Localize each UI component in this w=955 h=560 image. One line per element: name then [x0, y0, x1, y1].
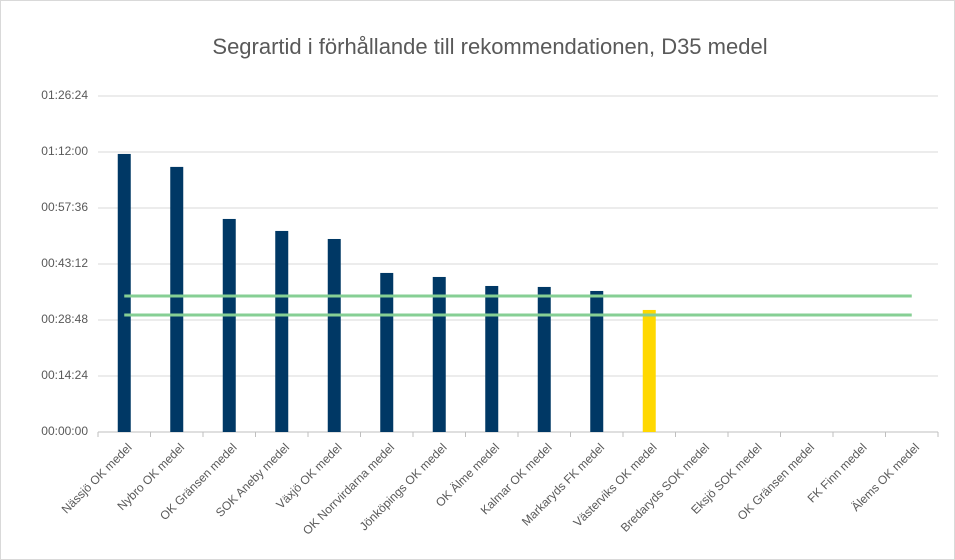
- y-tick-label: 00:28:48: [41, 312, 88, 326]
- y-tick-label: 00:57:36: [41, 200, 88, 214]
- bar: [485, 285, 499, 432]
- y-tick-label: 00:14:24: [41, 368, 88, 382]
- bar: [380, 272, 394, 432]
- bar: [170, 166, 184, 432]
- y-tick-label: 01:12:00: [41, 144, 88, 158]
- bar: [432, 276, 446, 432]
- bar: [327, 238, 341, 432]
- bar: [275, 230, 289, 432]
- bar: [590, 290, 604, 432]
- chart-title: Segrartid i förhållande till rekommendat…: [212, 34, 767, 59]
- y-tick-label: 00:43:12: [41, 256, 88, 270]
- y-tick-label: 00:00:00: [41, 424, 88, 438]
- bar: [222, 218, 236, 432]
- bar: [537, 286, 551, 432]
- bar: [117, 153, 131, 432]
- y-tick-label: 01:26:24: [41, 88, 88, 102]
- bar: [642, 309, 656, 432]
